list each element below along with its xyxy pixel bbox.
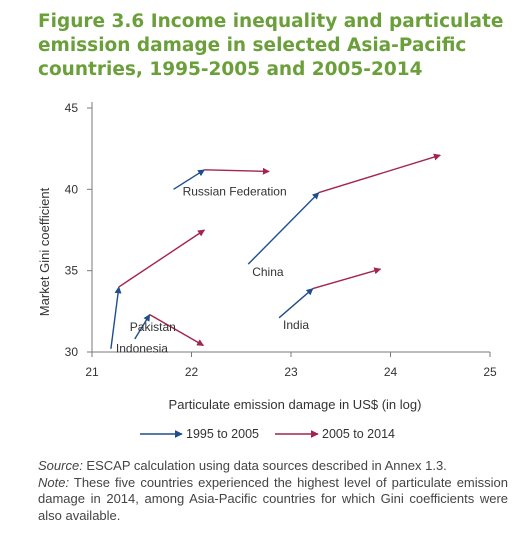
figure-title: Figure 3.6 Income inequality and particu… <box>38 10 508 82</box>
chart-legend: 1995 to 2005 2005 to 2014 <box>140 427 395 441</box>
y-axis-title: Market Gini coefficient <box>37 187 52 316</box>
note-text: These five countries experienced the hig… <box>38 474 508 523</box>
chart-marks <box>110 153 441 349</box>
figure-title-line: countries, 1995-2005 and 2005-2014 <box>38 59 423 80</box>
note-label: Note: <box>38 474 70 490</box>
country-label: Indonesia <box>116 342 168 356</box>
arrow-1995-2005 <box>134 313 151 340</box>
figure-notes: Source: ESCAP calculation using data sou… <box>38 458 508 524</box>
y-tick-label: 40 <box>65 182 79 196</box>
y-tick-label: 35 <box>65 264 79 278</box>
arrow-1995-2005 <box>110 286 122 349</box>
country-label: China <box>252 265 284 279</box>
x-tick-label: 21 <box>85 365 99 379</box>
arrow-2005-2014 <box>318 153 441 194</box>
source-note: Source: ESCAP calculation using data sou… <box>38 458 508 475</box>
chart-ticks: 21 22 23 24 25 30 35 40 45 <box>65 101 497 379</box>
source-label: Source: <box>38 458 83 473</box>
arrow-1995-2005 <box>173 169 206 190</box>
arrow-1995-2005 <box>278 288 314 319</box>
x-tick-label: 24 <box>384 365 398 379</box>
y-tick-label: 30 <box>65 345 79 359</box>
arrow-2005-2014 <box>312 267 382 290</box>
note-paragraph: Note: These five countries experienced t… <box>38 475 508 525</box>
country-label: India <box>283 318 309 332</box>
chart: 21 22 23 24 25 30 35 40 45 Particulate emission … <box>37 101 497 441</box>
arrow-2005-2014 <box>118 229 206 288</box>
x-axis-title: Particulate emission damage in US$ (in l… <box>169 397 422 412</box>
x-tick-label: 22 <box>185 365 199 379</box>
arrow-2005-2014 <box>149 313 205 347</box>
y-tick-label: 45 <box>65 101 79 115</box>
x-tick-label: 23 <box>284 365 298 379</box>
legend-label-2005-2014: 2005 to 2014 <box>322 427 395 441</box>
country-label: Pakistan <box>130 320 176 334</box>
source-text: ESCAP calculation using data sources des… <box>82 458 447 473</box>
country-label: Russian Federation <box>183 184 287 198</box>
chart-labels: Particulate emission damage in US$ (in l… <box>37 184 421 412</box>
x-tick-label: 25 <box>483 365 497 379</box>
legend-label-1995-2005: 1995 to 2005 <box>186 427 259 441</box>
arrow-2005-2014 <box>204 167 270 175</box>
chart-axes <box>91 102 490 353</box>
arrow-1995-2005 <box>247 192 320 265</box>
figure-title-line: Figure 3.6 Income inequality and particu… <box>38 11 504 32</box>
figure-title-line: emission damage in selected Asia-Pacific <box>38 35 467 56</box>
